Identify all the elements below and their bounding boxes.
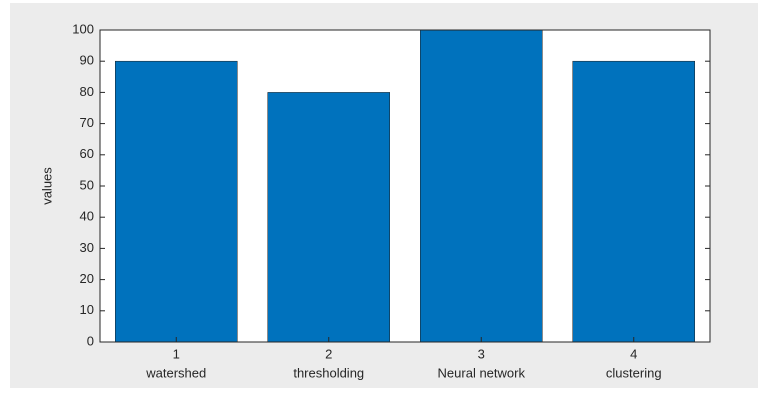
y-tick-label: 0: [87, 333, 94, 348]
category-name: watershed: [145, 365, 206, 380]
axes-box: [99, 29, 711, 343]
y-tick-label: 70: [80, 115, 94, 130]
bar: [572, 60, 695, 343]
y-tick-label: 80: [80, 84, 94, 99]
y-tick-label: 40: [80, 209, 94, 224]
y-tick-label: 10: [80, 302, 94, 317]
category-name: thresholding: [293, 365, 364, 380]
x-tick-label: 1: [173, 346, 180, 361]
x-tick-label: 4: [630, 346, 637, 361]
y-tick-label: 90: [80, 53, 94, 68]
bar: [267, 92, 390, 343]
y-axis-label: values: [39, 167, 54, 205]
y-tick-label: 60: [80, 146, 94, 161]
y-tick-label: 50: [80, 177, 94, 192]
bar: [115, 60, 238, 343]
x-tick-label: 2: [325, 346, 332, 361]
x-tick-label: 3: [478, 346, 485, 361]
category-name: clustering: [606, 365, 662, 380]
y-tick-label: 30: [80, 240, 94, 255]
y-tick-label: 20: [80, 271, 94, 286]
bar: [420, 29, 543, 343]
y-tick-label: 100: [72, 21, 94, 36]
category-name: Neural network: [438, 365, 526, 380]
